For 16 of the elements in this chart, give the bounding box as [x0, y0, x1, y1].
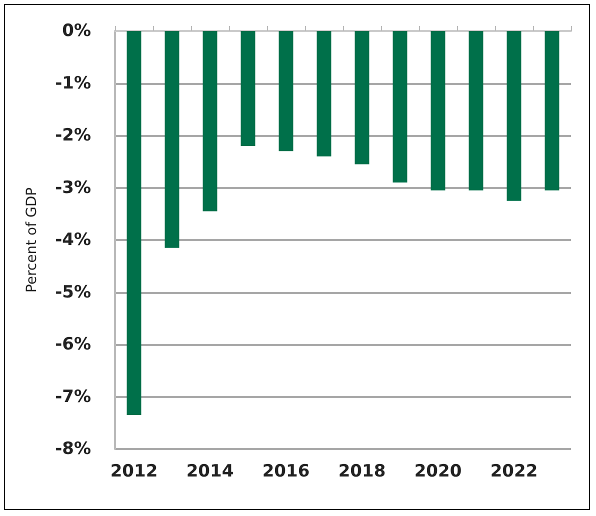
y-axis-title: Percent of GDP — [24, 187, 40, 293]
y-tick-label: -1% — [55, 73, 91, 94]
y-tick-label: -7% — [55, 386, 91, 407]
y-tick-label: -2% — [55, 126, 91, 146]
y-tick-label: -6% — [55, 334, 91, 354]
x-tick-label: 2020 — [414, 462, 462, 482]
x-tick-label: 2022 — [490, 462, 538, 482]
y-tick-label: -5% — [55, 282, 91, 302]
x-tick-label: 2012 — [110, 462, 158, 482]
y-tick-label: -8% — [55, 439, 91, 459]
y-tick-label: 0% — [62, 21, 91, 41]
x-tick-label: 2016 — [262, 462, 310, 482]
y-tick-label: -3% — [55, 178, 91, 198]
y-tick-label: -4% — [55, 230, 91, 250]
x-tick-label: 2018 — [338, 462, 386, 482]
x-tick-label: 2014 — [186, 462, 234, 482]
